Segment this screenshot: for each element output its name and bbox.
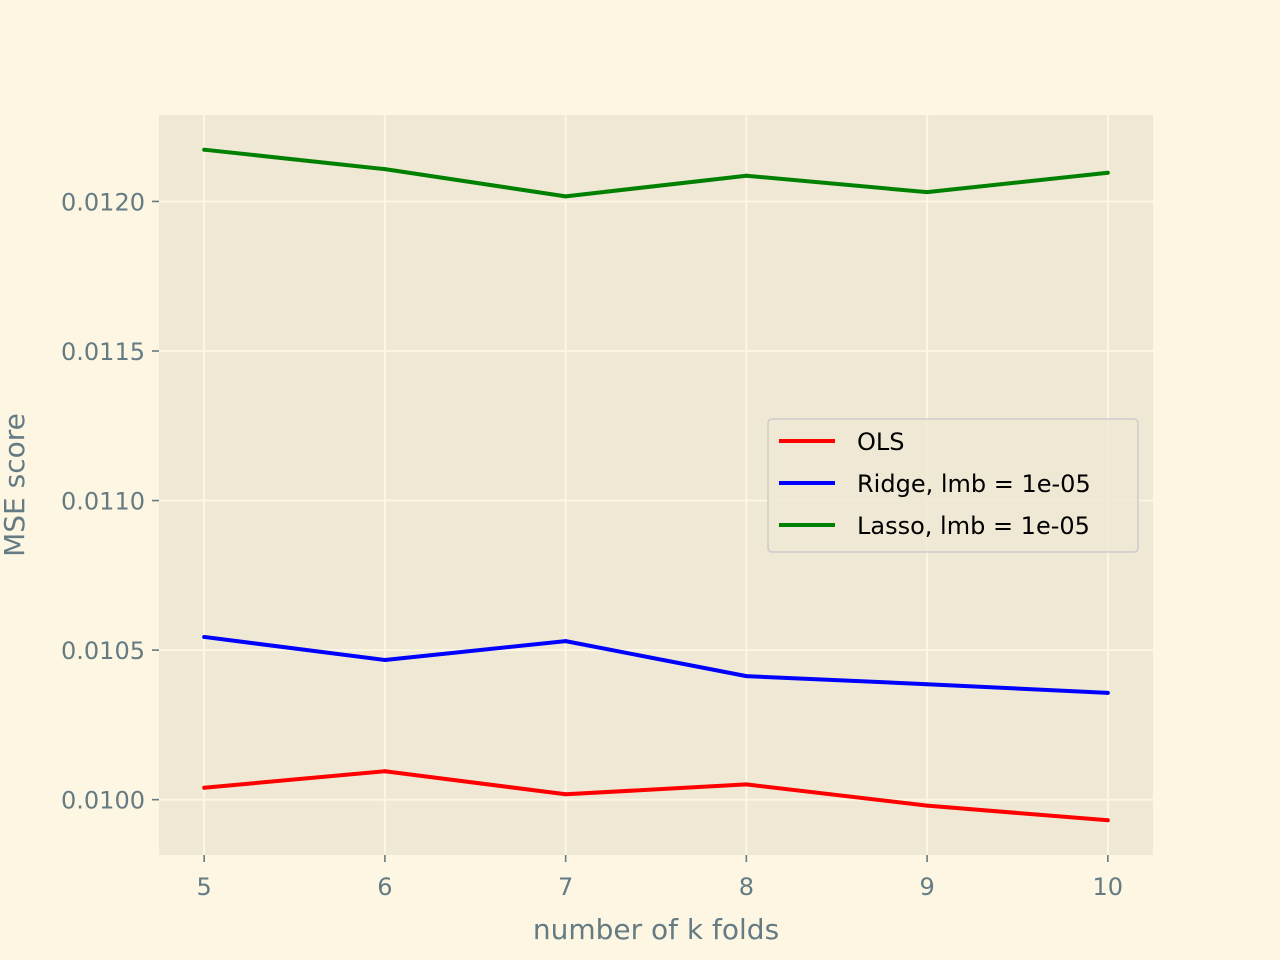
data-point [744, 782, 749, 787]
x-tick-label: 9 [919, 873, 934, 901]
series-line-2 [203, 147, 1109, 199]
legend-box [767, 418, 1139, 553]
x-tick-label: 6 [377, 873, 392, 901]
data-point [925, 803, 930, 808]
y-tick-label: 0.0115 [61, 338, 145, 366]
data-point [744, 674, 749, 679]
x-axis-label: number of k folds [533, 913, 779, 946]
data-point [1105, 170, 1110, 175]
legend-label: Ridge, lmb = 1e-05 [857, 470, 1091, 498]
x-tick-label: 10 [1093, 873, 1124, 901]
y-tick-label: 0.0100 [61, 787, 145, 815]
data-point [925, 190, 930, 195]
x-tick-label: 7 [558, 873, 573, 901]
x-tick-label: 8 [739, 873, 754, 901]
grid [159, 115, 1153, 855]
y-axis-label: MSE score [0, 413, 31, 557]
data-point [382, 769, 387, 774]
data-point [202, 634, 207, 639]
data-point [1105, 690, 1110, 695]
x-axis-ticks: 5 6 7 8 9 10 [197, 855, 1124, 901]
data-point [202, 147, 207, 152]
y-tick-label: 0.0105 [61, 637, 145, 665]
x-tick-label: 5 [197, 873, 212, 901]
legend-label: Lasso, lmb = 1e-05 [857, 512, 1090, 540]
data-point [563, 194, 568, 199]
y-axis-ticks: 0.0100 0.0105 0.0110 0.0115 0.0120 [61, 188, 159, 815]
data-point [563, 792, 568, 797]
data-point [202, 785, 207, 790]
series-line-1 [203, 634, 1108, 695]
data-point [382, 657, 387, 662]
data-point [563, 639, 568, 644]
legend: OLS Ridge, lmb = 1e-05 Lasso, lmb = 1e-05 [767, 418, 1139, 553]
data-point [1105, 818, 1110, 823]
data-point [744, 173, 749, 178]
data-point [925, 682, 930, 687]
legend-label: OLS [857, 428, 905, 456]
series-line-0 [204, 769, 1108, 823]
data-point [382, 167, 387, 172]
y-tick-label: 0.0110 [61, 488, 145, 516]
y-tick-label: 0.0120 [61, 188, 145, 216]
series-lines [202, 147, 1110, 823]
